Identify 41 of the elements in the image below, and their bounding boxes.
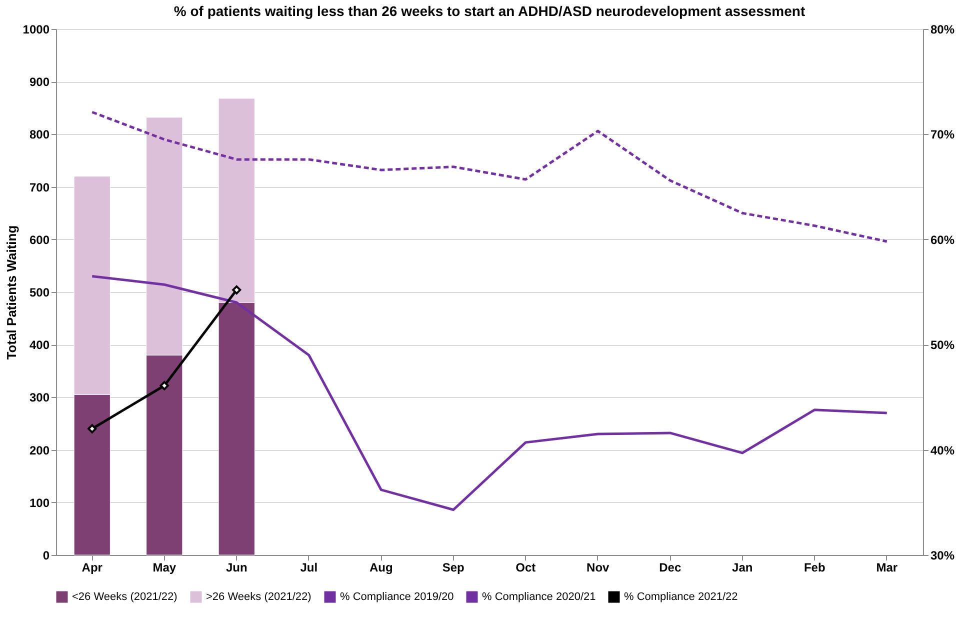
y2-tick-label: 70% (930, 128, 955, 142)
y2-tick-label: 80% (930, 22, 955, 36)
y-tick-label: 500 (29, 286, 50, 300)
line-series (90, 274, 888, 512)
legend-label: % Compliance 2021/22 (624, 591, 738, 603)
y-tick-label: 100 (29, 496, 50, 510)
y2-tick-label: 30% (930, 548, 955, 562)
point (232, 285, 242, 294)
y-tick-label: 0 (42, 548, 50, 562)
y-tick-label: 700 (29, 180, 50, 194)
y-tick-label: 1000 (22, 22, 50, 36)
x-tick-label: Jul (300, 560, 318, 574)
y2-tick-label: 50% (930, 338, 955, 352)
x-tick-label: Oct (516, 560, 536, 574)
legend-label: >26 Weeks (2021/22) (206, 591, 312, 603)
x-tick-label: Jun (226, 560, 248, 574)
x-tick-label: Jan (732, 560, 753, 574)
legend-label: <26 Weeks (2021/22) (72, 591, 178, 603)
y-axis-title: Total Patients Waiting (4, 225, 19, 360)
x-tick-label: Dec (659, 560, 682, 574)
legend-label: % Compliance 2020/21 (482, 591, 596, 603)
x-tick-label: Nov (586, 560, 610, 574)
x-tick-label: Apr (82, 560, 103, 574)
point (88, 424, 97, 434)
y2-tick-label: 60% (930, 232, 955, 247)
y-tick-label: 200 (29, 443, 50, 458)
x-tick-label: Aug (369, 560, 393, 574)
y-tick-label: 400 (29, 338, 50, 352)
line-series (90, 110, 888, 243)
legend-label: % Compliance 2019/20 (340, 591, 454, 603)
x-tick-label: Feb (804, 560, 826, 574)
x-tick-label: Mar (876, 560, 898, 574)
x-tick-label: May (152, 560, 176, 574)
x-tick-label: Sep (442, 560, 464, 574)
y2-tick-label: 40% (930, 443, 955, 458)
chart-title: % of patients waiting less than 26 weeks to start an ADHD/ASD neurodevelopment assessment (174, 3, 806, 19)
point (160, 381, 169, 390)
y-tick-label: 300 (29, 390, 50, 405)
y-tick-label: 600 (29, 232, 50, 247)
y-tick-label: 900 (29, 75, 50, 90)
y-tick-label: 800 (29, 128, 50, 142)
